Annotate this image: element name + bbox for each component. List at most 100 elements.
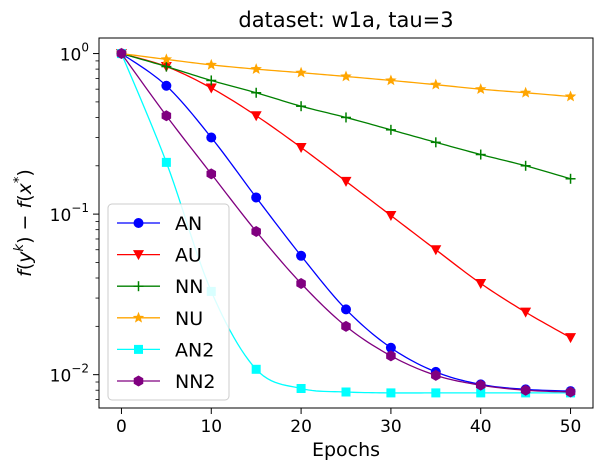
x-tick-label: 0 (116, 417, 127, 437)
y-axis-label-part: k (12, 243, 27, 251)
data-point-nn (341, 112, 351, 123)
data-point-nu (340, 70, 352, 82)
legend-entry-nn: NN (117, 276, 203, 298)
data-point-nn2 (475, 379, 486, 391)
y-axis-label: f(yk) − f(x*) (12, 169, 36, 277)
legend: AN AU NN NU AN2 NN2 (107, 203, 230, 401)
data-point-au (205, 83, 217, 94)
legend-label-au: AU (175, 245, 202, 267)
data-point-nn2 (565, 386, 576, 398)
data-point-nn2 (161, 110, 172, 122)
data-point-au (475, 278, 487, 289)
data-point-nu (519, 86, 532, 98)
legend-label-nn2: NN2 (175, 371, 216, 393)
legend-marker-au (133, 250, 144, 261)
legend-entry-an: AN (117, 213, 202, 235)
legend-entry-nu: NU (117, 308, 203, 330)
y-axis-label-part: f (14, 198, 36, 208)
y-axis-label-part: ( (14, 263, 36, 270)
data-point-au (250, 111, 262, 122)
x-tick-label: 50 (560, 417, 582, 437)
data-point-an2 (251, 364, 261, 374)
legend-marker-an (133, 218, 144, 228)
legend-label-an: AN (175, 213, 202, 235)
data-point-an (296, 250, 307, 261)
series-nn2 (116, 48, 576, 398)
data-point-nu (205, 58, 217, 70)
y-axis-label-part: ) (14, 236, 36, 243)
data-point-nn (161, 61, 172, 72)
y-axis-label-part: y (14, 251, 36, 264)
data-point-au (430, 245, 442, 256)
data-point-nu (564, 90, 577, 102)
y-tick-base: 10 (50, 206, 72, 226)
data-point-nn (475, 149, 486, 160)
data-point-an (206, 132, 217, 143)
data-point-an2 (161, 157, 171, 167)
y-axis-label-part: − (14, 208, 36, 236)
data-point-nn2 (386, 350, 396, 362)
data-point-an (161, 80, 172, 91)
y-tick-label: 10−1 (50, 201, 89, 226)
legend-marker-nn2 (133, 375, 144, 387)
chart-title: dataset: w1a, tau=3 (238, 8, 453, 32)
data-point-nn2 (296, 277, 306, 289)
data-point-an2 (296, 384, 306, 394)
data-point-an (385, 342, 396, 353)
data-point-nn2 (431, 369, 441, 381)
data-point-an (341, 304, 351, 315)
y-axis-label-part: f (14, 267, 36, 277)
data-point-nn2 (251, 225, 261, 237)
legend-entry-au: AU (117, 245, 202, 267)
y-axis-label-part: x (14, 182, 36, 195)
legend-label-an2: AN2 (175, 339, 214, 361)
data-point-nn2 (116, 48, 127, 60)
data-point-au (340, 176, 352, 187)
y-axis-label-part: * (12, 176, 27, 183)
legend-label-nu: NU (175, 308, 203, 330)
series-layer (115, 47, 577, 398)
legend-marker-an2 (134, 344, 143, 354)
data-point-nn2 (520, 384, 531, 396)
y-tick-exponent: 0 (81, 41, 89, 55)
x-tick-label: 30 (380, 417, 402, 437)
legend-entry-nn2: NN2 (117, 371, 216, 393)
data-point-au (520, 307, 532, 318)
data-point-nn (206, 75, 217, 86)
data-point-nu (295, 66, 307, 78)
data-point-nn (296, 101, 307, 112)
data-point-au (295, 142, 307, 153)
data-point-nn2 (341, 320, 351, 332)
data-point-nn2 (206, 168, 217, 180)
data-point-an (251, 192, 262, 203)
data-point-nu (385, 74, 397, 86)
data-point-an2 (341, 387, 351, 397)
data-point-an2 (386, 388, 396, 398)
data-point-nu (430, 78, 442, 90)
y-tick-exponent: −2 (71, 362, 89, 376)
data-point-nu (250, 63, 262, 74)
data-point-nu (475, 83, 487, 95)
data-point-nn (430, 137, 441, 148)
legend-marker-nn (133, 281, 144, 292)
y-tick-base: 10 (50, 367, 72, 387)
x-tick-label: 40 (470, 417, 492, 437)
x-tick-label: 10 (200, 417, 222, 437)
data-point-au (565, 333, 577, 344)
data-point-au (385, 211, 397, 222)
x-axis-label: Epochs (312, 439, 380, 461)
legend-marker-nu (132, 311, 145, 323)
x-tick-label: 20 (290, 417, 312, 437)
y-tick-exponent: −1 (71, 201, 89, 215)
data-point-nn (520, 160, 531, 171)
data-point-nn (385, 124, 396, 135)
data-point-nn (565, 173, 576, 184)
y-tick-label: 10−2 (50, 362, 89, 387)
data-point-nu (160, 53, 173, 65)
series-nn (116, 48, 576, 184)
y-tick-base: 10 (60, 46, 82, 66)
axes-frame (98, 37, 594, 409)
y-axis-label-group: f(yk) − f(x*) (12, 169, 36, 277)
